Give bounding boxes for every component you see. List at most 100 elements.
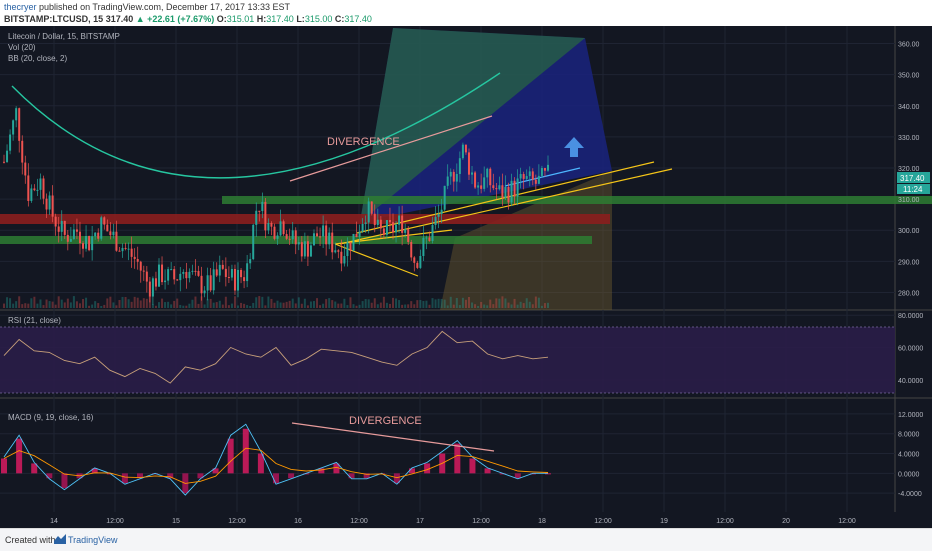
candle-body — [69, 238, 72, 242]
candle-body — [431, 225, 434, 241]
volume-bar — [82, 299, 85, 308]
rsi-legend: RSI (21, close) — [8, 316, 61, 325]
volume-bar — [407, 304, 410, 308]
volume-bar — [291, 298, 294, 308]
candle-body — [471, 172, 474, 175]
candle-body — [428, 237, 431, 241]
candle-body — [75, 229, 78, 232]
macd-bar — [227, 438, 234, 474]
candle-body — [36, 189, 39, 191]
arc-curve[interactable] — [11, 72, 501, 179]
tradingview-link[interactable]: TradingView — [68, 535, 118, 545]
x-tick-label: 15 — [172, 518, 180, 525]
candle-body — [154, 278, 157, 287]
divergence-line-macd[interactable] — [291, 422, 495, 452]
candle-body — [355, 233, 358, 238]
x-tick-label: 20 — [782, 518, 790, 525]
volume-bar — [343, 298, 346, 308]
close-value: 317.40 — [344, 14, 372, 24]
candle-body — [246, 263, 249, 282]
volume-bar — [294, 303, 297, 308]
volume-bar — [534, 296, 537, 308]
candle-body — [118, 250, 121, 252]
divergence-label-price: DIVERGENCE — [327, 136, 400, 148]
macd-bar — [499, 473, 506, 475]
up-arrow-icon[interactable] — [564, 137, 584, 157]
candle-body — [30, 188, 33, 201]
candle-body — [97, 232, 100, 239]
candle-body — [361, 223, 364, 232]
volume-bar — [227, 305, 230, 308]
candle-body — [413, 257, 416, 263]
volume-bar — [422, 300, 425, 308]
volume-bar — [285, 301, 288, 308]
candle-body — [115, 231, 118, 251]
chart-canvas[interactable]: DIVERGENCE Litecoin / Dollar, 15, BITSTA… — [0, 26, 932, 528]
volume-bar — [416, 300, 419, 308]
volume-bar — [440, 298, 443, 308]
candle-body — [467, 152, 470, 175]
candle-body — [124, 247, 127, 249]
macd-bar — [242, 428, 249, 474]
macd-legend: MACD (9, 19, close, 16) — [8, 413, 94, 422]
macd-line — [3, 423, 548, 496]
candle-body — [194, 270, 197, 272]
countdown-text: 11:24 — [903, 185, 923, 194]
red-band[interactable] — [0, 214, 610, 224]
y-tick-label: 290.00 — [898, 259, 920, 266]
volume-bar — [63, 302, 66, 308]
green-fan-fill[interactable] — [360, 28, 585, 222]
green-band-top[interactable] — [222, 196, 932, 204]
candle-body — [288, 238, 291, 240]
volume-bar — [191, 299, 194, 308]
x-tick-label: 16 — [294, 518, 302, 525]
volume-bar — [48, 301, 51, 308]
candle-body — [121, 247, 124, 252]
macd-bar — [31, 463, 38, 474]
volume-bar — [85, 297, 88, 308]
y-tick-label: 360.00 — [898, 42, 920, 49]
candle-body — [358, 231, 361, 238]
series-title: Litecoin / Dollar, 15, BITSTAMP — [8, 32, 120, 41]
volume-bar — [224, 296, 227, 308]
volume-bar — [279, 302, 282, 308]
macd-bar — [424, 463, 431, 474]
volume-bar — [528, 301, 531, 308]
candle-body — [540, 168, 543, 176]
candle-body — [176, 279, 179, 281]
volume-bar — [109, 296, 112, 308]
candle-body — [492, 185, 495, 189]
countdown-badge — [897, 184, 930, 194]
signal-line — [3, 447, 549, 484]
candle-body — [404, 229, 407, 233]
volume-bar — [200, 296, 203, 308]
macd-bar — [61, 473, 68, 489]
volume-bar — [188, 303, 191, 308]
macd-bar — [409, 468, 415, 474]
candle-body — [440, 209, 443, 215]
volume-bar — [401, 304, 404, 308]
candle-body — [237, 269, 240, 291]
volume-bar — [36, 303, 39, 308]
volume-bar — [495, 298, 498, 308]
candle-body — [188, 271, 191, 279]
candle-body — [243, 277, 246, 282]
divergence-line-price[interactable] — [289, 115, 493, 182]
volume-bar — [331, 300, 334, 308]
triangle-bottom-line[interactable] — [334, 243, 419, 277]
last-price: 317.40 — [105, 14, 134, 24]
candle-body — [78, 231, 81, 244]
macd-bar — [529, 473, 536, 475]
macd-bar — [197, 473, 204, 479]
volume-bar — [340, 303, 343, 308]
candle-body — [218, 264, 221, 276]
candle-body — [33, 188, 36, 191]
y-tick-label: 330.00 — [898, 135, 920, 142]
candle-body — [39, 178, 42, 190]
author-link[interactable]: thecryer — [4, 2, 37, 12]
candle-body — [325, 225, 328, 245]
volume-bar — [30, 298, 33, 308]
volume-bar — [97, 303, 100, 308]
candle-body — [416, 262, 419, 268]
candle-body — [437, 214, 440, 217]
